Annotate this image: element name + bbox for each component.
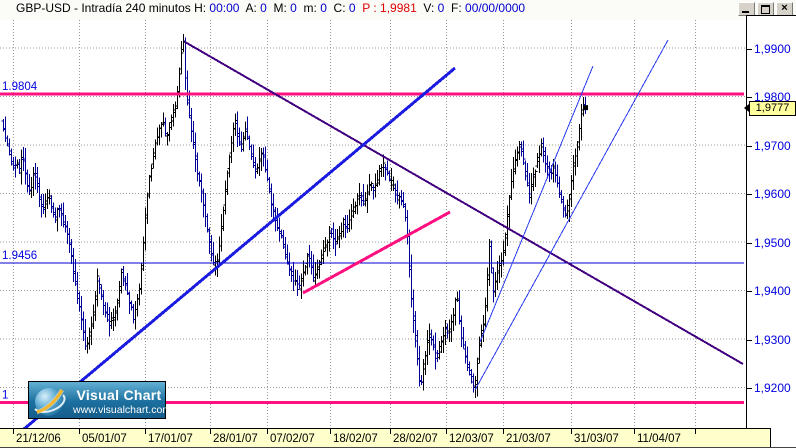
date-tick-label: 05/01/07 [82, 433, 127, 445]
price-tick [747, 339, 752, 341]
date-tick [330, 429, 331, 434]
date-tick-label: 11/04/07 [637, 433, 681, 445]
price-tick [747, 97, 752, 98]
last-price-value: 1,9777 [755, 102, 790, 115]
date-tick [634, 429, 635, 434]
info-segment: 0 [437, 1, 445, 15]
info-segment: H: [194, 1, 210, 15]
price-tick-label: 1,9300 [754, 332, 791, 347]
logo-title: Visual Chart [76, 387, 162, 403]
date-tick-label: 21/12/06 [16, 433, 61, 445]
date-tick [503, 429, 504, 434]
info-segment: 0 [260, 1, 267, 15]
price-tick [747, 194, 752, 195]
ascending-support-line[interactable] [18, 66, 456, 428]
visualchart-logo: Visual Chart www.visualchart.com [28, 381, 172, 419]
price-tick [747, 48, 752, 50]
price-tick [747, 388, 752, 389]
ascending-wedge-line[interactable] [302, 210, 451, 295]
window-controls: × [738, 2, 793, 16]
info-segment: 0 [348, 1, 356, 15]
price-tick [747, 242, 752, 244]
axis-corner [772, 429, 796, 447]
price-axis[interactable]: 1,9777 1,9900 1,9800 1,9700 1,9600 1,9500 1,9… [744, 15, 796, 428]
date-tick-label: 07/02/07 [270, 433, 315, 445]
channel-line-outer[interactable] [474, 39, 669, 391]
minimize-icon [742, 11, 749, 13]
close-button[interactable]: × [776, 2, 793, 16]
info-segment: V: [416, 1, 438, 15]
info-segment: GBP-USD - Intradía 240 minutos [16, 1, 195, 15]
info-segment: A: [239, 1, 261, 15]
date-tick [267, 429, 268, 434]
price-tick-label: 1,9600 [754, 187, 791, 201]
price-tick-label: 1,9500 [754, 235, 791, 250]
price-tick-label: 1,9400 [754, 284, 791, 298]
date-tick-label: 28/02/07 [393, 433, 438, 445]
date-tick [13, 429, 14, 434]
date-axis[interactable]: 21/12/06 05/01/07 17/01/07 28/01/07 07/02/07… [0, 428, 771, 447]
info-segment: C: [326, 1, 349, 15]
date-tick [79, 429, 80, 434]
descending-resistance-line[interactable] [184, 41, 744, 365]
info-segment: M: [266, 1, 291, 15]
price-bars-down [1, 37, 588, 393]
date-tick [446, 429, 447, 434]
date-tick [571, 429, 572, 434]
info-segment: P : 1,9981 [355, 1, 417, 15]
price-tick-label: 1,9800 [754, 90, 791, 104]
maximize-button[interactable] [757, 2, 774, 16]
price-tick [747, 145, 752, 147]
level-label-resistance-1-9804: 1.9804 [2, 81, 38, 93]
info-segment: 00/00/0000 [465, 1, 526, 15]
date-tick-label: 18/02/07 [333, 433, 378, 445]
price-arrow-icon [744, 104, 749, 113]
date-tick-label: 28/01/07 [213, 433, 258, 445]
channel-line-inner[interactable] [479, 65, 594, 343]
minimize-button[interactable] [738, 2, 755, 16]
date-tick-label: 17/01/07 [148, 433, 193, 445]
info-segment: 0 [320, 1, 327, 15]
date-tick [145, 429, 146, 434]
price-tick [747, 291, 752, 292]
info-segment: F: [444, 1, 466, 15]
chart-plot-canvas[interactable]: 1.9804 1.9456 1 [0, 20, 746, 428]
last-price-marker [583, 105, 588, 111]
date-tick [390, 429, 391, 434]
chart-info-bar: GBP-USD - Intradía 240 minutos H: 00:00 … [0, 0, 796, 20]
info-segment: m: [296, 1, 321, 15]
level-label-support-low: 1 [2, 390, 8, 402]
date-tick-label: 31/03/07 [574, 433, 619, 445]
date-tick [210, 429, 211, 434]
price-tick-label: 1,9900 [754, 41, 791, 56]
price-tick-label: 1,9200 [754, 381, 791, 395]
date-tick-label: 21/03/07 [506, 433, 551, 445]
instrument-info-text: GBP-USD - Intradía 240 minutos H: 00:00 … [16, 1, 525, 15]
info-segment: 0 [290, 1, 297, 15]
info-segment: 00:00 [209, 1, 240, 15]
price-bars-up [15, 33, 586, 398]
date-tick [695, 429, 696, 434]
logo-url: www.visualchart.com [73, 404, 172, 416]
maximize-icon [761, 5, 770, 14]
visualchart-sphere-icon [34, 388, 66, 416]
price-tick-label: 1,9700 [754, 138, 791, 153]
date-tick-label: 12/03/07 [449, 433, 494, 445]
level-label-support-1-9456: 1.9456 [2, 250, 37, 262]
